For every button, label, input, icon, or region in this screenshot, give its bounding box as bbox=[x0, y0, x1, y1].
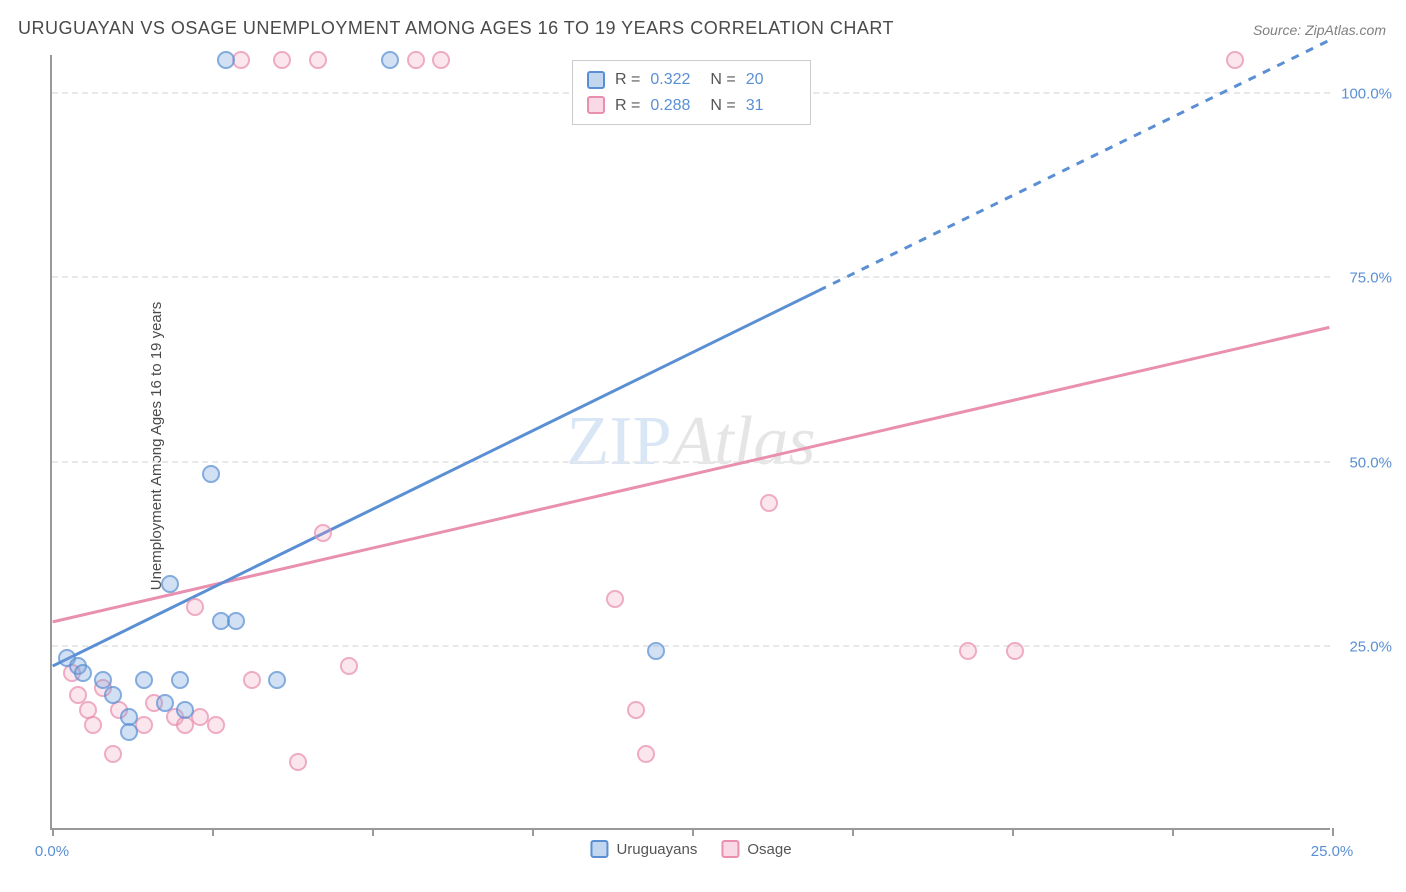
swatch-pink bbox=[587, 96, 605, 114]
source-attribution: Source: ZipAtlas.com bbox=[1253, 22, 1386, 38]
osage-point bbox=[1226, 51, 1244, 69]
y-tick-label: 75.0% bbox=[1349, 270, 1392, 287]
uruguayan-point bbox=[268, 671, 286, 689]
correlation-stats-box: R = 0.322 N = 20 R = 0.288 N = 31 bbox=[572, 60, 811, 125]
x-tick bbox=[372, 828, 374, 836]
uruguayan-trendline-extrapolated bbox=[819, 40, 1330, 290]
osage-point bbox=[606, 590, 624, 608]
uruguayan-point bbox=[74, 664, 92, 682]
osage-point bbox=[627, 701, 645, 719]
uruguayan-point bbox=[135, 671, 153, 689]
trendlines-svg bbox=[52, 55, 1330, 828]
uruguayan-point bbox=[381, 51, 399, 69]
x-tick bbox=[692, 828, 694, 836]
x-tick bbox=[212, 828, 214, 836]
x-tick bbox=[1332, 828, 1334, 836]
x-tick bbox=[532, 828, 534, 836]
uruguayan-point bbox=[647, 642, 665, 660]
osage-point bbox=[432, 51, 450, 69]
uruguayan-point bbox=[156, 694, 174, 712]
uruguayan-point bbox=[227, 612, 245, 630]
uruguayan-point bbox=[202, 465, 220, 483]
osage-point bbox=[340, 657, 358, 675]
n-label: N = bbox=[710, 93, 735, 119]
osage-point bbox=[637, 745, 655, 763]
uruguayan-point bbox=[171, 671, 189, 689]
x-tick bbox=[1172, 828, 1174, 836]
uruguayan-point bbox=[176, 701, 194, 719]
y-tick-label: 100.0% bbox=[1341, 85, 1392, 102]
n-label: N = bbox=[710, 67, 735, 93]
r-value-blue: 0.322 bbox=[650, 67, 700, 93]
uruguayan-point bbox=[161, 575, 179, 593]
osage-point bbox=[104, 745, 122, 763]
osage-point bbox=[273, 51, 291, 69]
osage-point bbox=[243, 671, 261, 689]
osage-point bbox=[289, 753, 307, 771]
x-tick-label: 25.0% bbox=[1311, 843, 1354, 860]
y-tick-label: 25.0% bbox=[1349, 639, 1392, 656]
stats-row-osage: R = 0.288 N = 31 bbox=[587, 93, 796, 119]
uruguayan-point bbox=[104, 686, 122, 704]
stats-row-uruguayans: R = 0.322 N = 20 bbox=[587, 67, 796, 93]
osage-point bbox=[760, 494, 778, 512]
uruguayan-trendline bbox=[53, 291, 819, 666]
chart-title: URUGUAYAN VS OSAGE UNEMPLOYMENT AMONG AG… bbox=[18, 18, 894, 39]
osage-point bbox=[959, 642, 977, 660]
legend-swatch-blue bbox=[590, 840, 608, 858]
x-tick-label: 0.0% bbox=[35, 843, 69, 860]
uruguayan-point bbox=[217, 51, 235, 69]
osage-point bbox=[1006, 642, 1024, 660]
osage-trendline bbox=[53, 327, 1330, 621]
legend-label-osage: Osage bbox=[747, 841, 791, 858]
r-value-pink: 0.288 bbox=[650, 93, 700, 119]
osage-point bbox=[232, 51, 250, 69]
x-tick bbox=[1012, 828, 1014, 836]
y-tick-label: 50.0% bbox=[1349, 454, 1392, 471]
osage-point bbox=[84, 716, 102, 734]
r-label: R = bbox=[615, 93, 640, 119]
legend-item-osage: Osage bbox=[721, 840, 791, 858]
bottom-legend: Uruguayans Osage bbox=[590, 840, 791, 858]
swatch-blue bbox=[587, 71, 605, 89]
n-value-pink: 31 bbox=[746, 93, 796, 119]
osage-point bbox=[309, 51, 327, 69]
legend-item-uruguayans: Uruguayans bbox=[590, 840, 697, 858]
r-label: R = bbox=[615, 67, 640, 93]
osage-point bbox=[314, 524, 332, 542]
n-value-blue: 20 bbox=[746, 67, 796, 93]
uruguayan-point bbox=[120, 723, 138, 741]
osage-point bbox=[407, 51, 425, 69]
osage-point bbox=[186, 598, 204, 616]
osage-point bbox=[207, 716, 225, 734]
x-tick bbox=[852, 828, 854, 836]
chart-plot-area: ZIPAtlas 25.0%50.0%75.0%100.0% R = 0.322… bbox=[50, 55, 1330, 830]
x-tick bbox=[52, 828, 54, 836]
legend-swatch-pink bbox=[721, 840, 739, 858]
osage-point bbox=[135, 716, 153, 734]
legend-label-uruguayans: Uruguayans bbox=[616, 841, 697, 858]
